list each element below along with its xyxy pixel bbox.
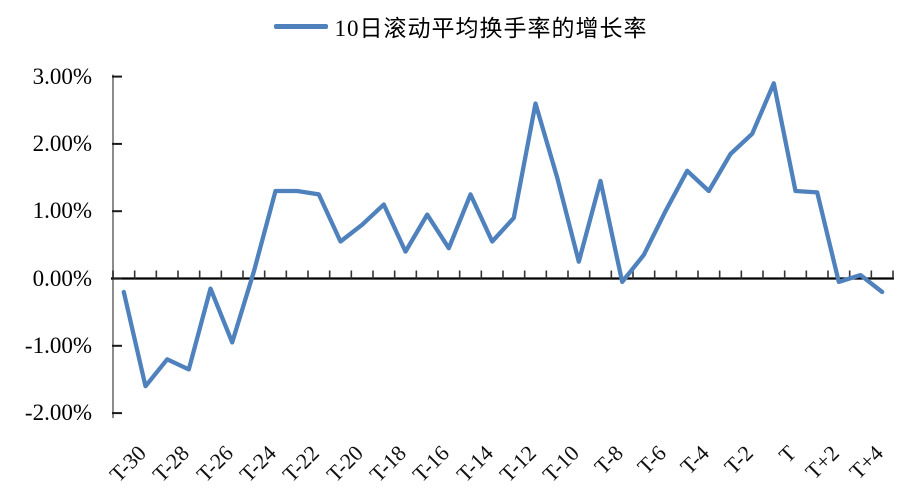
y-axis-tick-label: 2.00% [32, 130, 92, 156]
legend-line-swatch [273, 23, 328, 29]
y-axis-tick-label: -2.00% [24, 400, 92, 426]
legend-label: 10日滚动平均换手率的增长率 [334, 16, 648, 41]
y-axis-tick-label: 3.00% [32, 63, 92, 89]
y-axis-tick-label: 1.00% [32, 198, 92, 224]
y-axis-tick-label: -1.00% [24, 332, 92, 358]
legend: 10日滚动平均换手率的增长率 [0, 9, 921, 43]
series-line [121, 81, 885, 389]
y-axis-tick-label: 0.00% [32, 265, 92, 291]
